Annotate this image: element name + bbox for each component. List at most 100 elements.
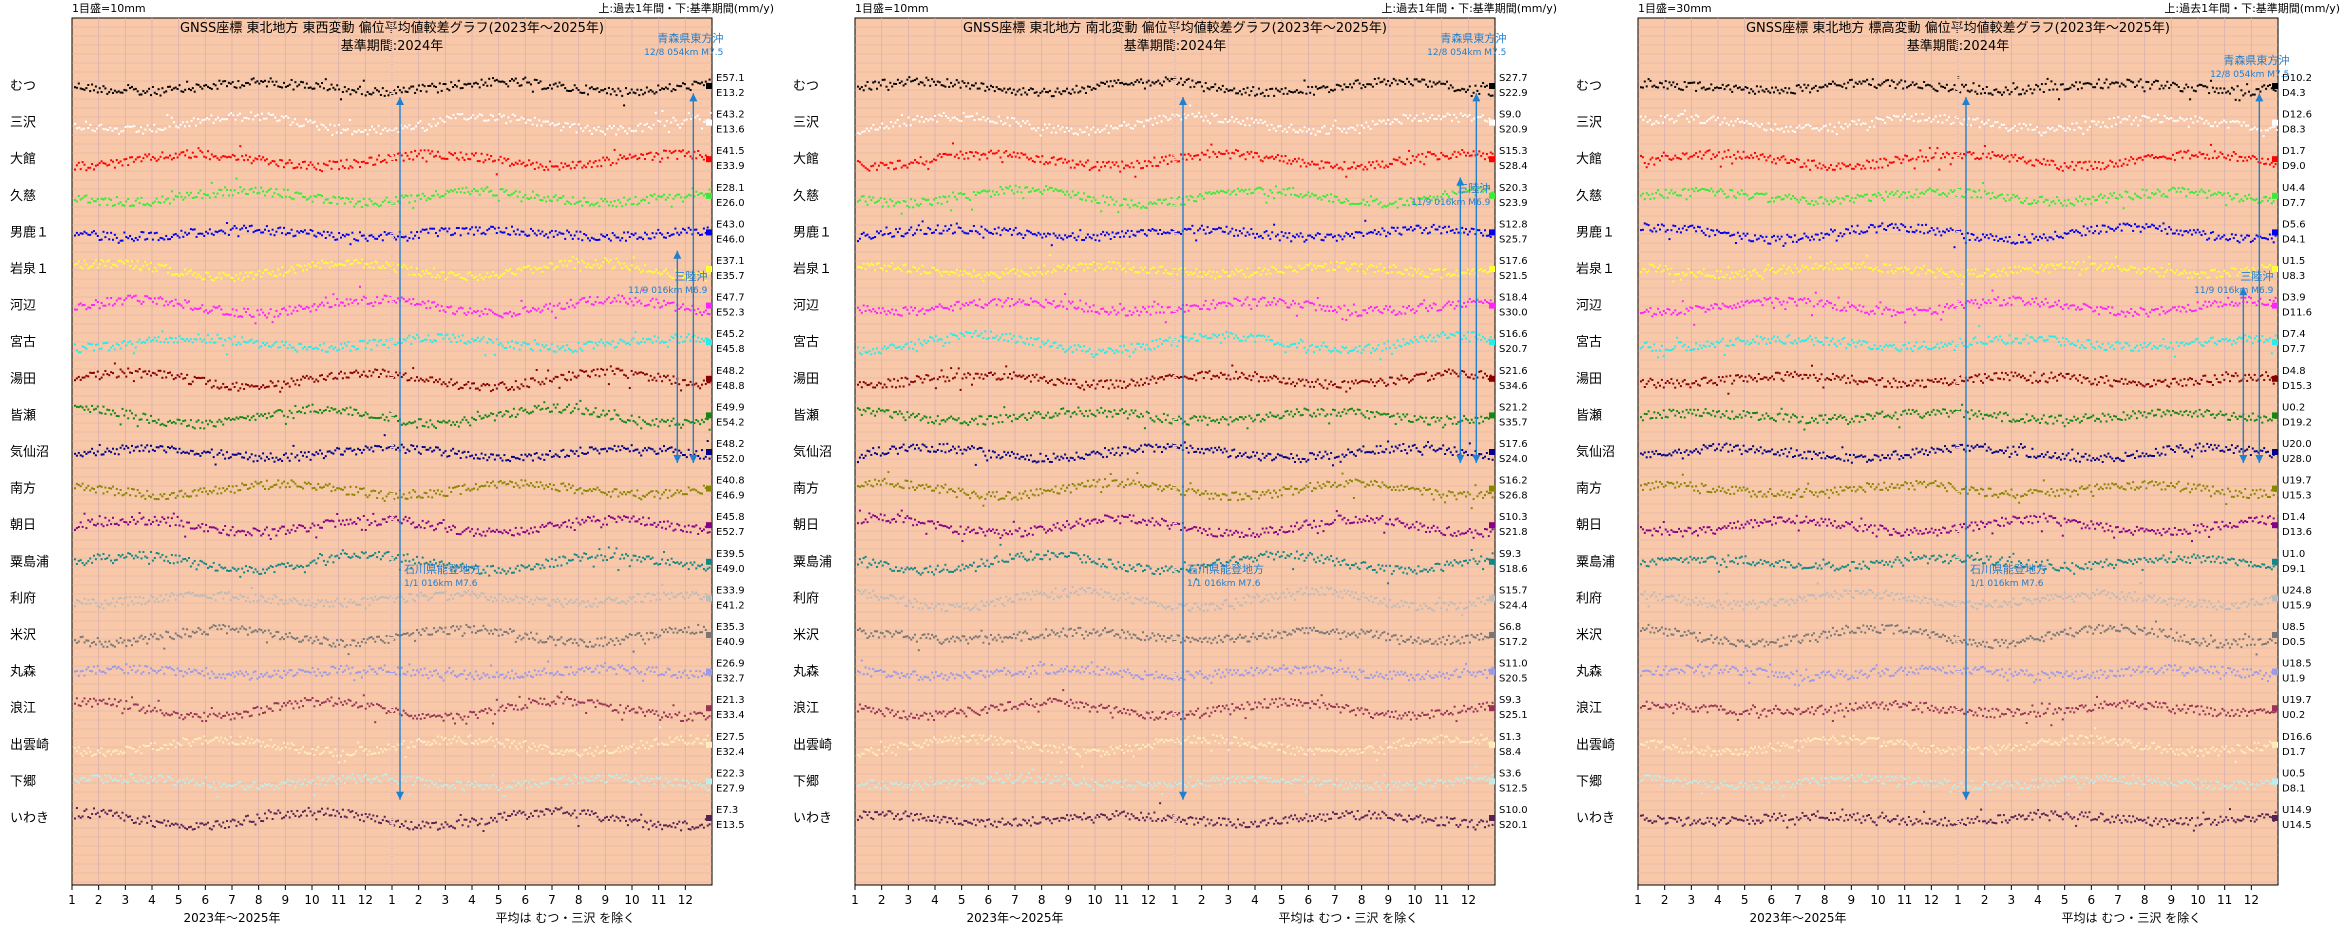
data-point (697, 150, 700, 152)
data-point (153, 157, 156, 160)
data-point (79, 168, 82, 171)
data-point (562, 409, 565, 412)
data-point (640, 341, 643, 343)
data-point (284, 195, 287, 198)
data-point (406, 497, 409, 500)
data-point (379, 204, 382, 207)
data-point (484, 81, 487, 84)
data-point (520, 383, 523, 386)
data-point (77, 451, 80, 454)
data-point (522, 409, 525, 412)
data-point (222, 80, 225, 83)
data-point (383, 418, 386, 421)
data-point (461, 87, 464, 89)
data-point (701, 127, 703, 130)
data-point (408, 273, 411, 276)
data-point (85, 308, 88, 311)
data-point (307, 197, 310, 200)
data-point (419, 198, 422, 201)
data-point (178, 490, 181, 493)
data-point (144, 260, 147, 263)
data-point (423, 130, 426, 132)
data-point (607, 158, 610, 161)
data-point (322, 378, 325, 380)
data-point (617, 158, 620, 161)
data-point (344, 129, 347, 132)
data-point (281, 232, 284, 235)
data-point (524, 479, 527, 482)
data-point (100, 412, 103, 415)
data-point (644, 264, 646, 267)
data-point (252, 460, 255, 463)
data-point (374, 520, 377, 523)
data-point (231, 453, 234, 456)
data-point (410, 444, 413, 447)
data-point (305, 455, 308, 458)
data-point (638, 518, 641, 521)
data-point (134, 158, 137, 161)
data-point (328, 373, 331, 376)
data-point (385, 233, 388, 236)
data-point (372, 450, 375, 453)
data-point (507, 270, 510, 273)
data-point (659, 273, 662, 276)
data-point (558, 260, 561, 263)
data-point (410, 266, 413, 269)
data-point (503, 481, 506, 484)
data-point (340, 301, 342, 304)
data-point (184, 592, 187, 595)
data-point (112, 447, 114, 450)
data-point (469, 455, 472, 458)
data-point (687, 87, 690, 90)
data-point (461, 334, 464, 337)
data-point (442, 591, 445, 594)
data-point (387, 263, 390, 266)
data-point (611, 88, 614, 91)
data-point (395, 92, 398, 95)
data-point (518, 233, 521, 236)
data-point (569, 559, 572, 562)
data-point (79, 601, 82, 604)
data-point (653, 376, 656, 379)
data-point (214, 379, 217, 382)
data-point (385, 295, 388, 298)
data-point (275, 596, 278, 599)
data-point (560, 196, 563, 199)
data-point (545, 344, 548, 347)
data-point (585, 452, 588, 455)
data-point (666, 345, 669, 348)
data-point (505, 386, 508, 389)
data-point (349, 406, 352, 409)
data-point (429, 272, 432, 275)
data-point (153, 372, 156, 375)
data-point (151, 238, 154, 241)
data-point (188, 300, 190, 303)
data-point (569, 167, 572, 170)
data-point (178, 447, 181, 450)
data-point (471, 152, 474, 155)
data-point (94, 602, 97, 605)
data-point (372, 599, 375, 602)
data-point (112, 204, 114, 207)
data-point (370, 374, 373, 377)
data-point (372, 267, 375, 270)
data-point (550, 557, 553, 560)
data-point (176, 418, 179, 421)
data-point (151, 202, 154, 205)
data-point (279, 159, 282, 161)
data-point (151, 270, 154, 273)
data-point (212, 489, 215, 492)
data-point (655, 91, 658, 94)
data-point (545, 377, 548, 380)
data-point (334, 525, 337, 528)
data-point (644, 341, 646, 344)
data-point (283, 525, 285, 528)
data-point (77, 599, 80, 602)
data-point (224, 80, 227, 83)
data-point (457, 335, 460, 338)
data-point (119, 160, 122, 163)
data-point (347, 341, 350, 344)
data-point (389, 295, 392, 298)
data-point (119, 597, 122, 599)
data-point (625, 301, 627, 304)
